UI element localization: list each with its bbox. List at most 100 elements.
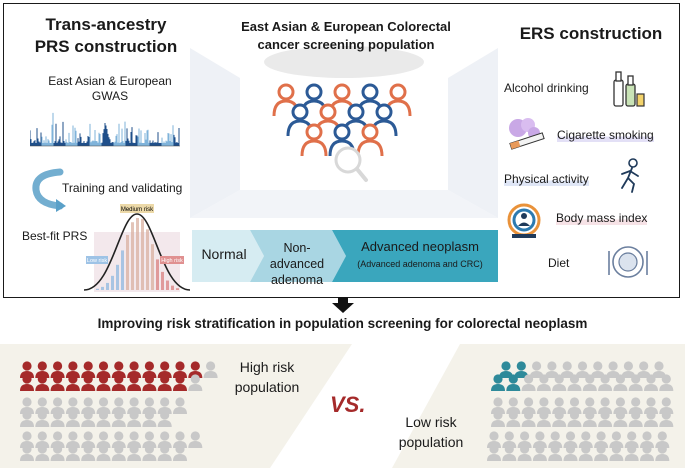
person-icon bbox=[600, 410, 610, 420]
distribution-bar bbox=[156, 259, 159, 290]
person-icon-body bbox=[567, 420, 582, 427]
person-icon bbox=[160, 444, 170, 454]
person-icon bbox=[489, 444, 499, 454]
ers-title: ERS construction bbox=[519, 24, 663, 43]
person-icon bbox=[554, 410, 564, 420]
person-icon bbox=[615, 374, 626, 384]
person-icon-body bbox=[20, 454, 34, 461]
person-icon bbox=[642, 431, 652, 441]
center-funnel bbox=[190, 46, 498, 218]
bottles-icon bbox=[613, 71, 645, 107]
person-icon bbox=[569, 410, 580, 420]
person-icon bbox=[114, 444, 124, 454]
stage-adv-label: Advanced neoplasm bbox=[361, 239, 479, 254]
person-icon bbox=[206, 361, 216, 371]
person-icon bbox=[520, 444, 530, 454]
person-icon bbox=[83, 444, 93, 454]
bottom-title: Improving risk stratification in populat… bbox=[97, 316, 588, 331]
person-icon-body bbox=[81, 454, 96, 461]
person-icon bbox=[661, 410, 671, 420]
person-icon-body bbox=[655, 454, 670, 461]
person-icon bbox=[501, 361, 511, 371]
person-icon bbox=[654, 361, 664, 371]
factor-smoking-label: Cigarette smoking bbox=[557, 128, 654, 142]
person-icon bbox=[53, 397, 63, 407]
low-risk-text: Low risk bbox=[87, 258, 107, 264]
person-icon-body bbox=[521, 420, 536, 427]
person-icon bbox=[22, 361, 32, 371]
person-icon-body bbox=[598, 420, 613, 427]
person-icon bbox=[565, 444, 576, 454]
person-icon bbox=[129, 410, 139, 420]
person-icon-body bbox=[594, 454, 609, 461]
person-icon bbox=[608, 361, 618, 371]
manhattan-plot-icon bbox=[30, 112, 180, 147]
person-icon bbox=[646, 410, 656, 420]
person-icon-body bbox=[621, 371, 636, 378]
person-icon-body bbox=[111, 384, 126, 391]
person-icon bbox=[114, 431, 124, 441]
person-icon-body bbox=[536, 420, 551, 427]
person-icon bbox=[53, 431, 63, 441]
person-icon bbox=[554, 374, 564, 384]
person-icon bbox=[493, 397, 503, 407]
person-head bbox=[291, 103, 309, 121]
person-head bbox=[333, 123, 351, 141]
person-icon bbox=[516, 361, 526, 371]
person-icon bbox=[144, 374, 154, 384]
person-icon bbox=[160, 374, 170, 384]
person-icon bbox=[504, 444, 514, 454]
person-icon-body bbox=[560, 371, 575, 378]
person-icon bbox=[114, 397, 124, 407]
person-icon bbox=[129, 431, 139, 441]
person-icon bbox=[508, 410, 518, 420]
person-icon-body bbox=[35, 384, 50, 391]
person-icon bbox=[53, 444, 63, 454]
person-icon-body bbox=[640, 454, 654, 461]
person-icon-body bbox=[636, 371, 651, 378]
distribution-bar bbox=[111, 275, 114, 290]
person-head bbox=[305, 123, 323, 141]
person-icon-body bbox=[65, 454, 80, 461]
person-icon-body bbox=[506, 420, 521, 427]
person-head bbox=[333, 83, 351, 101]
person-icon bbox=[554, 397, 564, 407]
person-icon bbox=[98, 397, 109, 407]
person-icon bbox=[144, 410, 154, 420]
person-icon bbox=[524, 397, 534, 407]
person-icon-body bbox=[142, 384, 157, 391]
person-icon bbox=[646, 397, 656, 407]
person-icon bbox=[160, 361, 170, 371]
person-icon bbox=[508, 374, 518, 384]
person-icon bbox=[68, 431, 78, 441]
person-icon bbox=[642, 444, 652, 454]
funnel-left bbox=[190, 48, 240, 218]
person-icon-body bbox=[188, 441, 203, 448]
person-icon bbox=[504, 431, 514, 441]
person-icon-body bbox=[127, 420, 142, 427]
distribution-bar bbox=[166, 280, 169, 290]
person-icon bbox=[175, 374, 185, 384]
person-icon bbox=[160, 410, 170, 420]
person-icon bbox=[68, 397, 78, 407]
person-icon bbox=[68, 374, 78, 384]
person-icon bbox=[631, 397, 641, 407]
person-body bbox=[356, 139, 384, 157]
person-icon bbox=[175, 444, 185, 454]
person-icon-body bbox=[613, 384, 628, 391]
person-icon bbox=[114, 374, 124, 384]
person-icon-body bbox=[606, 371, 621, 378]
plate-icon bbox=[608, 246, 648, 278]
cycle-arrow-icon bbox=[32, 168, 66, 212]
person-icon bbox=[569, 374, 580, 384]
medium-risk-text: Medium risk bbox=[121, 207, 154, 213]
person-icon bbox=[524, 410, 534, 420]
distribution-bar bbox=[96, 288, 99, 290]
person-icon-body bbox=[563, 454, 578, 461]
person-icon bbox=[22, 431, 32, 441]
distribution-bar bbox=[151, 244, 154, 290]
stage-normal-label: Normal bbox=[201, 246, 247, 262]
gwas-label: East Asian & European GWAS bbox=[48, 74, 172, 103]
person-icon bbox=[160, 397, 170, 407]
person-icon-body bbox=[157, 420, 172, 427]
